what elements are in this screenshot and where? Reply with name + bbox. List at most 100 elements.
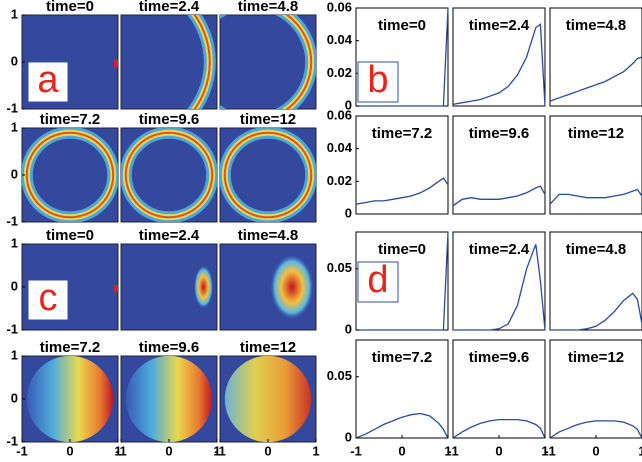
y-tick-label: 1 (11, 6, 18, 21)
y-tick-label: 0 (11, 53, 18, 68)
y-tick-label: 0 (11, 278, 18, 293)
subplot-title: time=4.8 (238, 227, 298, 244)
x-tick-label: 1 (213, 443, 220, 458)
subplot-title: time=7.2 (40, 339, 100, 356)
subplot-title: time=9.6 (469, 125, 529, 142)
y-tick-label: 0.02 (327, 65, 352, 80)
y-tick-label: -1 (6, 100, 18, 115)
disk (125, 356, 213, 442)
x-tick-label: 0 (165, 443, 172, 458)
hot-spot (114, 284, 118, 292)
line (549, 56, 642, 102)
letter-box (357, 61, 399, 103)
letter-box (27, 61, 69, 103)
x-tick-label: 0 (66, 443, 73, 458)
subplot-title: time=0 (378, 241, 426, 258)
y-tick-label: -1 (6, 213, 18, 228)
x-tick-label: 1 (638, 443, 642, 458)
subplot-title: time=7.2 (372, 349, 432, 366)
y-tick-label: 0 (345, 429, 352, 444)
subplot-title: time=4.8 (238, 0, 298, 15)
x-tick-label: 1 (541, 443, 548, 458)
x-tick-label: -1 (214, 443, 226, 458)
y-tick-label: 1 (11, 235, 18, 250)
panel-letter: a (37, 59, 59, 101)
y-tick-label: 0.02 (327, 173, 352, 188)
x-tick-label: -1 (115, 443, 127, 458)
y-tick-label: 0.06 (327, 107, 352, 122)
heatmap-image (114, 284, 118, 292)
line (549, 188, 642, 205)
heatmap-image (224, 356, 312, 442)
y-tick-label: 0.05 (327, 260, 352, 275)
blob (270, 254, 314, 320)
x-tick-label: 0 (398, 443, 405, 458)
subplot-title: time=2.4 (469, 241, 530, 258)
subplot-title: time=4.8 (566, 241, 626, 258)
heatmap-image (220, 128, 316, 222)
subplot-title: time=12 (240, 111, 296, 128)
ring (285, 15, 313, 109)
disk (224, 356, 312, 442)
subplot-title: time=9.6 (139, 339, 199, 356)
y-tick-label: 0.05 (327, 368, 352, 383)
y-tick-label: 0 (345, 205, 352, 220)
heatmap-image (26, 356, 114, 442)
y-tick-label: -1 (6, 321, 18, 336)
y-tick-label: 0.04 (327, 140, 353, 155)
subplot-title: time=0 (46, 227, 94, 244)
line (453, 244, 546, 331)
x-tick-label: -1 (16, 443, 28, 458)
heatmap-image (22, 128, 118, 222)
subplot-title: time=0 (378, 17, 426, 34)
disk (26, 356, 114, 442)
subplot-title: time=0 (46, 0, 94, 15)
line (452, 418, 546, 439)
panel-letter: d (367, 259, 388, 301)
subplot-title: time=12 (568, 349, 624, 366)
line (355, 177, 449, 205)
x-tick-label: 1 (444, 443, 451, 458)
plot-frame (452, 231, 546, 331)
x-tick-label: 0 (264, 443, 271, 458)
plot-frame (549, 339, 642, 439)
subplot-title: time=9.6 (469, 349, 529, 366)
blob (193, 265, 214, 309)
subplot-title: time=2.4 (139, 0, 200, 15)
line (452, 23, 546, 107)
letter-box (357, 261, 399, 303)
heatmap-image (193, 265, 214, 309)
line (355, 412, 449, 439)
x-tick-label: 1 (114, 443, 121, 458)
plot-frame (549, 231, 642, 331)
panel-letter: c (39, 277, 58, 319)
line (550, 292, 642, 331)
subplot-title: time=12 (240, 339, 296, 356)
subplot-title: time=9.6 (139, 111, 199, 128)
letter-box (27, 279, 69, 321)
heatmap-image (220, 15, 316, 109)
heatmap-image (270, 254, 314, 320)
subplot-title: time=2.4 (469, 17, 530, 34)
x-tick-label: 1 (312, 443, 319, 458)
line (549, 420, 642, 439)
y-tick-label: 0.04 (327, 32, 353, 47)
y-tick-label: 0.06 (327, 0, 352, 14)
heatmap-image (121, 128, 217, 222)
ring (25, 131, 115, 219)
x-tick-label: 0 (592, 443, 599, 458)
subplot-title: time=4.8 (566, 17, 626, 34)
heatmap-image (187, 15, 216, 109)
y-tick-label: 0 (11, 166, 18, 181)
y-tick-label: 0 (345, 321, 352, 336)
heatmap-image (114, 59, 118, 68)
y-tick-label: 1 (11, 119, 18, 134)
plot-frame (355, 339, 449, 439)
ring (193, 15, 211, 109)
plot-frame (549, 7, 642, 107)
heatmap-image (125, 356, 213, 442)
plot-frame (452, 7, 546, 107)
x-tick-label: -1 (350, 443, 362, 458)
ring (223, 131, 313, 219)
